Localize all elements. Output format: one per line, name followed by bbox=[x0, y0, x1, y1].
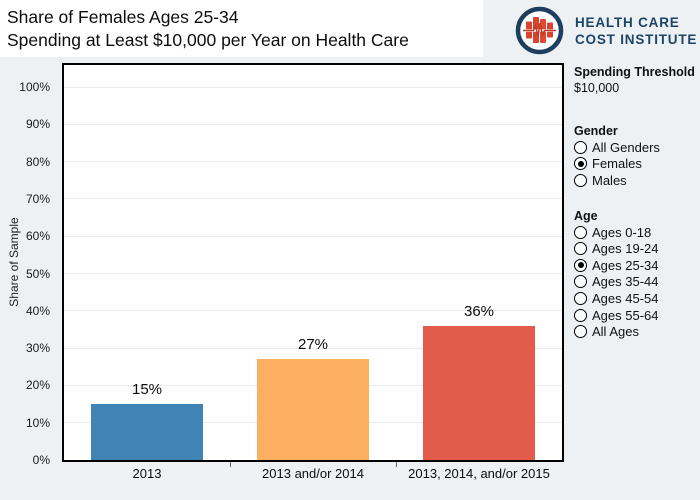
radio-button-males[interactable] bbox=[574, 173, 587, 187]
hcci-logo-icon bbox=[515, 6, 564, 55]
category-divider-tick bbox=[396, 462, 397, 467]
y-tick-label-80: 80% bbox=[25, 154, 50, 169]
y-tick-label-10: 10% bbox=[25, 415, 50, 430]
gridline-70pct bbox=[64, 198, 562, 200]
y-tick-label-50: 50% bbox=[25, 266, 50, 281]
filter-sidebar: Spending Threshold $10,000 Gender All Ge… bbox=[574, 64, 699, 340]
radio-label: All Genders bbox=[592, 139, 660, 155]
x-tick-label-2013: 2013 bbox=[132, 466, 162, 481]
radio-selected-dot bbox=[577, 160, 584, 167]
x-tick-label-2013-and-or-2014: 2013 and/or 2014 bbox=[262, 466, 364, 481]
bar-value-label-2013: 15% bbox=[131, 381, 163, 399]
radio-option-ages-35-44[interactable]: Ages 35-44 bbox=[574, 274, 699, 291]
radio-button-all-ages[interactable] bbox=[574, 325, 587, 339]
gridline-80pct bbox=[64, 161, 562, 163]
gender-filter-label: Gender bbox=[574, 124, 618, 138]
radio-option-all-genders[interactable]: All Genders bbox=[574, 139, 699, 156]
radio-selected-dot bbox=[577, 262, 584, 269]
radio-option-ages-45-54[interactable]: Ages 45-54 bbox=[574, 290, 699, 307]
gridline-60pct bbox=[64, 235, 562, 237]
radio-option-ages-0-18[interactable]: Ages 0-18 bbox=[574, 224, 699, 241]
radio-label: All Ages bbox=[592, 324, 639, 340]
x-tick-label-2013-2014-and-or-2015: 2013, 2014, and/or 2015 bbox=[408, 466, 550, 481]
y-tick-label-100: 100% bbox=[19, 80, 50, 94]
radio-label: Ages 55-64 bbox=[592, 307, 659, 323]
radio-button-ages-45-54[interactable] bbox=[574, 291, 587, 305]
radio-button-all-genders[interactable] bbox=[574, 140, 587, 154]
y-tick-label-30: 30% bbox=[25, 341, 50, 356]
radio-option-females[interactable]: Females bbox=[574, 156, 699, 173]
y-tick-label-20: 20% bbox=[25, 378, 50, 393]
bar-chart-plot-area: 15% 27% 36% bbox=[62, 63, 564, 462]
gridline-40pct bbox=[64, 310, 562, 312]
gridline-30pct bbox=[64, 347, 562, 349]
hcci-logo-text: HEALTH CARE COST INSTITUTE bbox=[575, 14, 697, 48]
gridline-50pct bbox=[64, 273, 562, 274]
radio-button-ages-25-34[interactable] bbox=[574, 258, 587, 272]
y-tick-label-40: 40% bbox=[25, 303, 50, 318]
radio-button-ages-55-64[interactable] bbox=[574, 308, 587, 322]
logo-text-line-2: COST INSTITUTE bbox=[575, 31, 698, 47]
title-line-1: Share of Females Ages 25-34 bbox=[7, 7, 239, 27]
gender-radio-group: All Genders Females Males bbox=[574, 139, 699, 189]
y-tick-label-0: 0% bbox=[32, 453, 50, 467]
radio-option-ages-25-34[interactable]: Ages 25-34 bbox=[574, 257, 699, 274]
y-axis: 0% 10% 20% 30% 40% 50% 60% 70% 80% 90% 100% bbox=[0, 63, 56, 467]
age-filter-label: Age bbox=[574, 208, 598, 223]
radio-label: Ages 19-24 bbox=[592, 241, 659, 257]
bar-2013-2014-and-or-2015[interactable] bbox=[423, 325, 535, 460]
title-line-2: Spending at Least $10,000 per Year on He… bbox=[7, 30, 409, 50]
hcci-logo: HEALTH CARE COST INSTITUTE bbox=[515, 6, 697, 55]
logo-text-line-1: HEALTH CARE bbox=[575, 14, 680, 30]
radio-label: Ages 25-34 bbox=[592, 257, 659, 273]
radio-button-ages-0-18[interactable] bbox=[574, 225, 587, 239]
radio-option-males[interactable]: Males bbox=[574, 172, 699, 189]
age-radio-group: Ages 0-18 Ages 19-24 Ages 25-34 Ages 35-44 A… bbox=[574, 224, 699, 340]
category-divider-tick bbox=[230, 462, 231, 467]
radio-option-ages-55-64[interactable]: Ages 55-64 bbox=[574, 307, 699, 324]
x-axis: 2013 2013 and/or 2014 2013, 2014, and/or 2… bbox=[62, 466, 564, 484]
radio-label: Ages 0-18 bbox=[592, 224, 652, 240]
bar-2013-and-or-2014[interactable] bbox=[257, 359, 369, 460]
gridline-90pct bbox=[64, 123, 562, 125]
y-tick-label-70: 70% bbox=[25, 191, 50, 206]
y-tick-label-90: 90% bbox=[25, 117, 50, 132]
y-tick-label-60: 60% bbox=[25, 229, 50, 244]
dashboard-title: Share of Females Ages 25-34 Spending at … bbox=[0, 0, 483, 57]
radio-label: Ages 35-44 bbox=[592, 274, 659, 290]
radio-option-ages-19-24[interactable]: Ages 19-24 bbox=[574, 240, 699, 257]
bar-value-label-2013-2014-and-or-2015: 36% bbox=[463, 302, 495, 320]
radio-button-ages-19-24[interactable] bbox=[574, 242, 587, 256]
bar-2013[interactable] bbox=[91, 404, 203, 460]
bar-value-label-2013-and-or-2014: 27% bbox=[297, 336, 329, 354]
radio-label: Ages 45-54 bbox=[592, 290, 659, 306]
radio-button-ages-35-44[interactable] bbox=[574, 275, 587, 289]
radio-option-all-ages[interactable]: All Ages bbox=[574, 323, 699, 340]
radio-label: Females bbox=[592, 156, 642, 172]
radio-label: Males bbox=[592, 172, 627, 188]
radio-button-females[interactable] bbox=[574, 157, 587, 171]
spending-threshold-value: $10,000 bbox=[574, 81, 620, 95]
gridline-100pct bbox=[64, 86, 562, 88]
spending-threshold-label: Spending Threshold bbox=[574, 65, 695, 79]
